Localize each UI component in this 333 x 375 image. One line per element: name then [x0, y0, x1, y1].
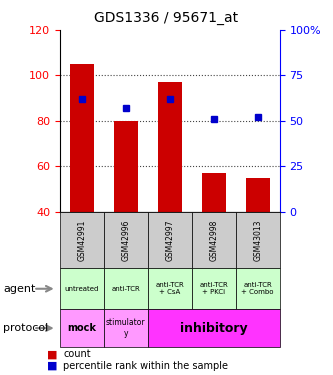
Text: GSM42991: GSM42991: [77, 219, 87, 261]
Bar: [70, 64, 94, 212]
Text: percentile rank within the sample: percentile rank within the sample: [63, 361, 228, 370]
Bar: [202, 173, 226, 212]
Text: GSM42996: GSM42996: [121, 219, 131, 261]
Text: anti-TCR: anti-TCR: [112, 286, 140, 292]
Text: untreated: untreated: [65, 286, 99, 292]
Text: inhibitory: inhibitory: [180, 322, 248, 334]
Text: anti-TCR
+ CsA: anti-TCR + CsA: [156, 282, 184, 295]
Text: anti-TCR
+ PKCi: anti-TCR + PKCi: [199, 282, 228, 295]
Text: mock: mock: [67, 323, 97, 333]
Bar: [158, 82, 182, 212]
Text: protocol: protocol: [3, 323, 49, 333]
Bar: [246, 178, 270, 212]
Text: ■: ■: [47, 361, 57, 370]
Text: GSM42998: GSM42998: [209, 219, 218, 261]
Text: GSM42997: GSM42997: [165, 219, 174, 261]
Text: GSM43013: GSM43013: [253, 219, 262, 261]
Bar: [114, 121, 138, 212]
Text: agent: agent: [3, 284, 36, 294]
Text: anti-TCR
+ Combo: anti-TCR + Combo: [241, 282, 274, 295]
Text: GDS1336 / 95671_at: GDS1336 / 95671_at: [95, 11, 238, 25]
Text: count: count: [63, 350, 91, 359]
Text: stimulator
y: stimulator y: [106, 318, 146, 338]
Text: ■: ■: [47, 350, 57, 359]
